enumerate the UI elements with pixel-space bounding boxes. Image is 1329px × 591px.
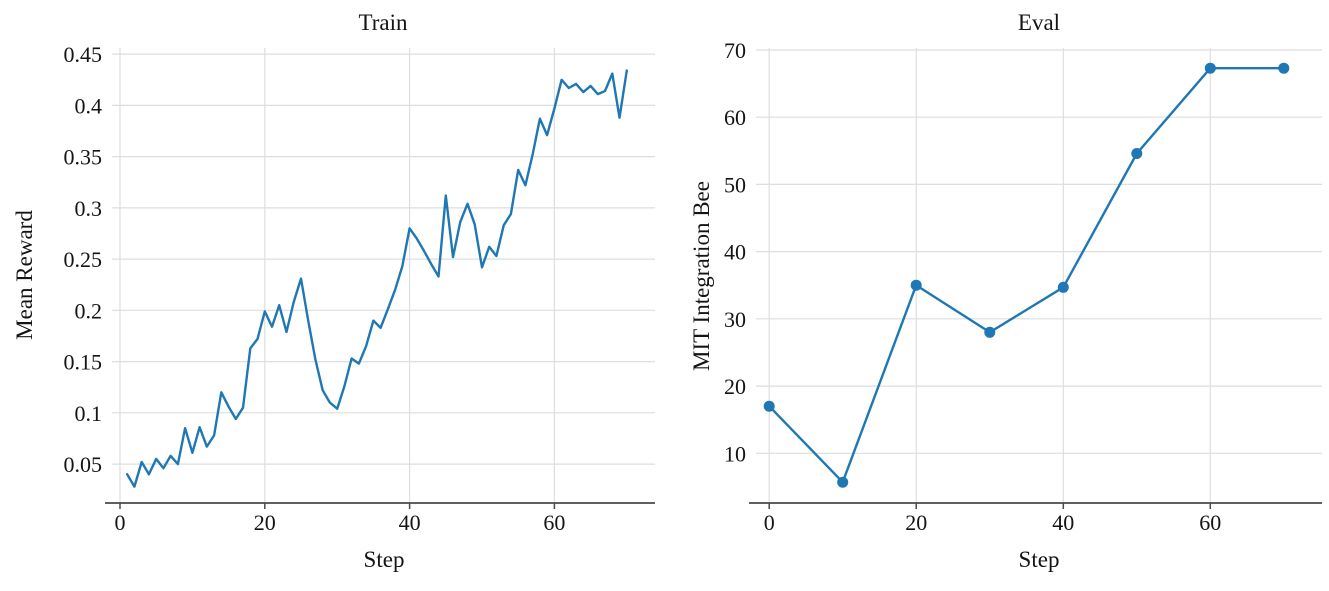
y-tick-label: 0.05 bbox=[64, 452, 103, 477]
y-tick-label: 0.2 bbox=[75, 298, 103, 323]
x-tick-label: 0 bbox=[764, 510, 775, 535]
eval-data-point-marker bbox=[837, 476, 849, 488]
eval-series-line bbox=[768, 66, 1286, 484]
eval-data-point-marker bbox=[1204, 62, 1216, 74]
y-tick-label: 0.35 bbox=[64, 145, 103, 170]
y-tick-label: 0.25 bbox=[64, 247, 103, 272]
x-tick-label: 40 bbox=[1052, 510, 1074, 535]
eval-data-point-marker bbox=[763, 400, 775, 412]
eval-xaxis-label: Step bbox=[1018, 547, 1060, 572]
y-tick-label: 0.1 bbox=[75, 401, 103, 426]
eval-data-point-marker bbox=[910, 279, 922, 291]
y-tick-label: 0.3 bbox=[75, 196, 103, 221]
y-tick-label: 0.4 bbox=[75, 93, 103, 118]
y-tick-label: 70 bbox=[724, 38, 746, 63]
train-series-line bbox=[125, 69, 628, 488]
eval-yaxis-label: MIT Integration Bee bbox=[689, 181, 714, 371]
x-tick-label: 20 bbox=[905, 510, 927, 535]
train-yaxis-label: Mean Reward bbox=[12, 210, 37, 340]
y-tick-label: 50 bbox=[724, 172, 746, 197]
eval-data-point-marker bbox=[984, 326, 996, 338]
y-tick-label: 30 bbox=[724, 307, 746, 332]
x-tick-label: 60 bbox=[1199, 510, 1221, 535]
eval-data-point-marker bbox=[1057, 281, 1069, 293]
x-tick-label: 0 bbox=[115, 510, 126, 535]
y-tick-label: 40 bbox=[724, 240, 746, 265]
y-tick-label: 60 bbox=[724, 105, 746, 130]
x-tick-label: 60 bbox=[543, 510, 565, 535]
x-tick-label: 20 bbox=[254, 510, 276, 535]
x-tick-label: 40 bbox=[399, 510, 421, 535]
eval-data-point-marker bbox=[1131, 148, 1143, 159]
train-chart: 0 20 40 60 0.05 0.1 0.15 0.2 0.25 0.3 0.35 0.4 0.45 bbox=[64, 42, 655, 535]
eval-chart: 0 20 40 60 10 20 30 40 50 60 70 bbox=[724, 38, 1322, 535]
y-tick-label: 20 bbox=[724, 374, 746, 399]
y-tick-label: 0.15 bbox=[64, 350, 103, 375]
y-tick-label: 10 bbox=[724, 441, 746, 466]
eval-data-point-marker bbox=[1278, 62, 1290, 74]
train-xaxis-label: Step bbox=[363, 547, 405, 572]
eval-chart-title: Eval bbox=[1017, 10, 1061, 35]
y-tick-label: 0.45 bbox=[64, 42, 103, 67]
train-chart-title: Train bbox=[358, 10, 408, 35]
